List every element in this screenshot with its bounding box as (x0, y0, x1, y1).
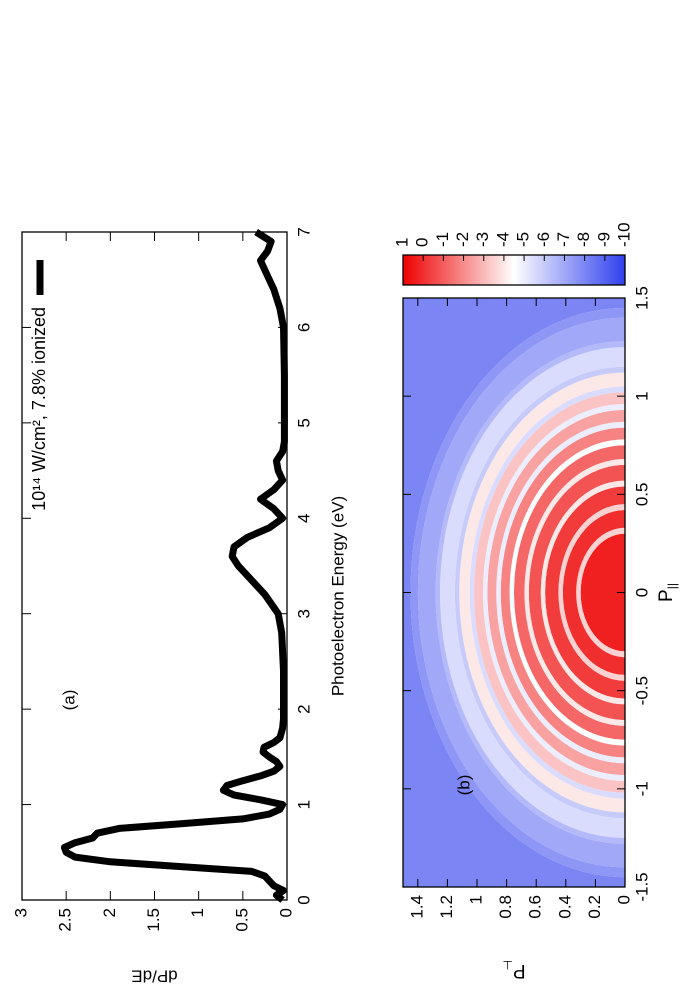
colorbar-tick-label: -2 (453, 232, 472, 247)
colorbar-tick-label: -1 (433, 232, 452, 247)
y-axis-label-main: P (513, 960, 526, 981)
x-axis-label: Photoelectron Energy (eV) (328, 496, 347, 696)
x-tick-label: 4 (294, 514, 313, 523)
x-axis-label-sub: || (665, 583, 679, 589)
y-tick-label: 2 (100, 908, 119, 917)
colorbar-tick-label: -10 (614, 222, 633, 247)
y-axis-label: P⊥ (502, 958, 525, 981)
y-tick-label: 1.2 (437, 895, 456, 919)
colorbar (402, 254, 626, 286)
x-tick-label: 1 (632, 391, 651, 400)
data-line (60, 229, 288, 903)
x-tick-label: 0 (632, 588, 651, 597)
colorbar-tick-label: 1 (392, 238, 411, 247)
heatmap (403, 298, 625, 887)
y-tick-label: 0.2 (585, 895, 604, 919)
y-tick-label: 0.5 (232, 908, 251, 932)
x-tick-label: 1 (294, 800, 313, 809)
y-tick-label: 0.6 (526, 895, 545, 919)
x-tick-label: 1.5 (632, 286, 651, 310)
x-axis-label-main: P (656, 589, 677, 602)
y-tick-label: 0 (276, 908, 295, 917)
colorbar-tick-label: -9 (594, 232, 613, 247)
y-tick-label: 1.5 (144, 908, 163, 932)
x-tick-label: 7 (294, 227, 313, 236)
y-tick-label: 1 (188, 908, 207, 917)
y-tick-label: 0 (614, 895, 633, 904)
colorbar-tick-label: -8 (574, 232, 593, 247)
x-tick-label: 0.5 (632, 483, 651, 507)
heatmap-ring (528, 464, 625, 721)
y-tick-label: 0.4 (555, 895, 574, 919)
y-tick-label: 3 (11, 908, 30, 917)
legend-label: 10¹⁴ W/cm², 7.8% ionized (29, 307, 49, 511)
y-axis-label: dP/dE (131, 967, 177, 986)
y-axis-label-sub: ⊥ (502, 958, 512, 972)
y-tick-label: 0.8 (496, 895, 515, 919)
colorbar-tick-label: 0 (413, 238, 432, 247)
heatmap-ring (545, 486, 625, 699)
colorbar-tick-label: -3 (473, 232, 492, 247)
heatmap-ring (562, 510, 625, 675)
colorbar-tick-label: -6 (534, 232, 553, 247)
y-tick-label: 2.5 (56, 908, 75, 932)
x-tick-label: 3 (294, 609, 313, 618)
panel-label: (b) (454, 775, 473, 796)
x-tick-label: 2 (294, 704, 313, 713)
colorbar-tick-label: -7 (554, 232, 573, 247)
y-tick-label: 1 (466, 895, 485, 904)
x-tick-label: 0 (294, 895, 313, 904)
colorbar-tick-label: -5 (514, 232, 533, 247)
x-tick-label: 5 (294, 418, 313, 427)
panel-label: (a) (59, 690, 78, 711)
x-tick-label: -1.5 (632, 872, 651, 901)
colorbar-tick-label: -4 (493, 232, 512, 247)
x-axis-label: P|| (656, 583, 679, 602)
x-tick-label: -0.5 (632, 676, 651, 705)
x-tick-label: -1 (632, 781, 651, 796)
x-tick-label: 6 (294, 323, 313, 332)
heatmap-ring (580, 533, 625, 652)
y-tick-label: 1.4 (407, 895, 426, 919)
